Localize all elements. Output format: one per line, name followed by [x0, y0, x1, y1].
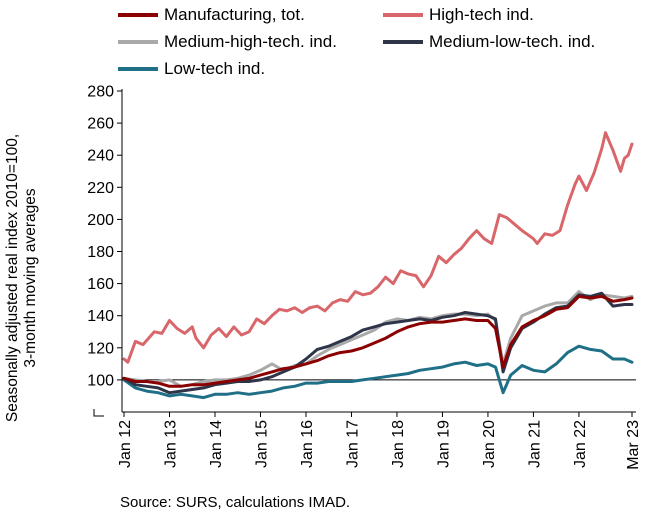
- y-tick-label: 220: [87, 180, 114, 197]
- x-tick-label: Jan 20: [481, 420, 498, 468]
- legend-swatch: [383, 40, 423, 44]
- legend-swatch: [383, 13, 423, 17]
- x-tick-label: Jan 19: [435, 420, 452, 468]
- legend-label: Medium-low-tech. ind.: [429, 32, 596, 51]
- x-tick-label: Jan 16: [299, 420, 316, 468]
- x-tick-label: Jan 12: [117, 420, 134, 468]
- x-tick-label: Jan 13: [162, 420, 179, 468]
- legend-item-medium-low-tech: Medium-low-tech. ind.: [383, 31, 595, 53]
- x-tick-label: Jan 15: [253, 420, 270, 468]
- legend-item-manufacturing: Manufacturing, tot.: [118, 4, 305, 26]
- y-tick-label: 120: [87, 340, 114, 357]
- legend-item-low-tech: Low-tech ind.: [118, 58, 265, 80]
- legend-swatch: [118, 13, 158, 17]
- legend-swatch: [118, 40, 158, 44]
- series-line-manufacturing-tot: [122, 294, 634, 388]
- y-tick-label: 280: [87, 84, 114, 101]
- y-tick-label: 140: [87, 308, 114, 325]
- chart-legend: Manufacturing, tot. High-tech ind. Mediu…: [118, 2, 648, 82]
- series-line-low-tech-ind: [122, 344, 634, 400]
- x-tick-label: Mar 23: [625, 420, 642, 470]
- y-tick-label: 240: [87, 148, 114, 165]
- legend-item-high-tech: High-tech ind.: [383, 4, 534, 26]
- chart-axes: 100 120 140 160 180 200 220 240 260 280 Jan 12 Jan …: [87, 84, 642, 470]
- y-tick-label: 260: [87, 116, 114, 133]
- series-line-medium-high-tech-ind: [122, 290, 634, 388]
- legend-label: Manufacturing, tot.: [164, 5, 305, 24]
- series-line-high-tech-ind: [122, 131, 634, 364]
- y-tick-label: 200: [87, 212, 114, 229]
- x-tick-label: Jan 22: [572, 420, 589, 468]
- y-tick-label: 100: [87, 372, 114, 389]
- chart-series: [122, 131, 634, 400]
- x-tick-label: Jan 17: [344, 420, 361, 468]
- source-note: Source: SURS, calculations IMAD.: [120, 494, 351, 511]
- y-axis-title-line-1: Seasonally adjusted real index 2010=100,: [4, 133, 21, 423]
- legend-swatch: [118, 67, 158, 71]
- y-axis-title-line-2: 3-month moving averages: [22, 188, 39, 368]
- axis-break-mark: [93, 409, 104, 417]
- x-tick-label: Jan 21: [526, 420, 543, 468]
- y-tick-label: 180: [87, 244, 114, 261]
- legend-item-medium-high-tech: Medium-high-tech. ind.: [118, 31, 337, 53]
- legend-label: High-tech ind.: [429, 5, 534, 24]
- x-tick-label: Jan 18: [390, 420, 407, 468]
- x-tick-label: Jan 14: [208, 420, 225, 468]
- y-tick-label: 160: [87, 276, 114, 293]
- legend-label: Medium-high-tech. ind.: [164, 32, 337, 51]
- legend-label: Low-tech ind.: [164, 59, 266, 78]
